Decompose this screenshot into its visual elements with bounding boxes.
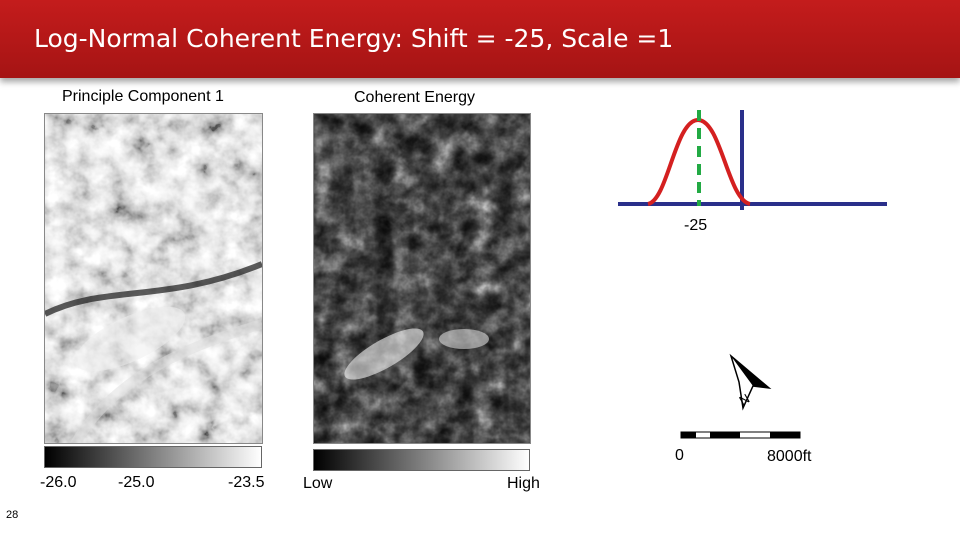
right-panel-title: Coherent Energy: [354, 89, 475, 106]
page-number: 28: [6, 509, 19, 521]
title-bar: Log-Normal Coherent Energy: Shift = -25,…: [0, 0, 960, 78]
principal-component-texture: [45, 114, 262, 443]
scale-end-label: 8000ft: [767, 448, 812, 465]
slide-title: Log-Normal Coherent Energy: Shift = -25,…: [34, 24, 674, 53]
colorbar-high-label: High: [507, 475, 540, 492]
lognormal-distribution-diagram: [618, 110, 887, 210]
map-scale-bar: [680, 431, 801, 439]
scale-start-label: 0: [675, 447, 684, 464]
right-colorbar: [313, 449, 530, 471]
principal-component-image: [44, 113, 263, 444]
coherent-energy-texture: [314, 114, 530, 443]
coherent-energy-image: [313, 113, 531, 444]
north-arrow-icon: N: [729, 353, 772, 411]
colorbar-tick-2: -25.0: [118, 474, 155, 491]
colorbar-tick-1: -26.0: [40, 474, 77, 491]
colorbar-tick-3: -23.5: [228, 474, 265, 491]
colorbar-low-label: Low: [303, 475, 333, 492]
left-colorbar: [44, 446, 262, 468]
shift-value-label: -25: [684, 217, 708, 234]
left-panel-title: Principle Component 1: [62, 88, 224, 105]
